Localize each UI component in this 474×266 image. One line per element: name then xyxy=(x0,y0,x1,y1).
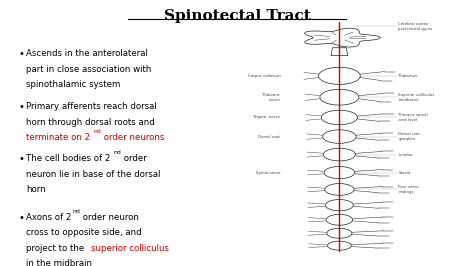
Text: terminate on 2: terminate on 2 xyxy=(26,133,90,142)
Text: Spinotectal Tract: Spinotectal Tract xyxy=(164,9,310,23)
Text: part in close association with: part in close association with xyxy=(26,65,152,74)
Text: order neuron: order neuron xyxy=(80,213,138,222)
Text: horn: horn xyxy=(26,185,46,194)
Text: Superior colliculus
(midbrain): Superior colliculus (midbrain) xyxy=(399,93,435,102)
Polygon shape xyxy=(325,184,354,195)
Text: neuron lie in base of the dorsal: neuron lie in base of the dorsal xyxy=(26,170,161,179)
Polygon shape xyxy=(321,110,357,125)
Polygon shape xyxy=(319,67,360,84)
Text: The cell bodies of 2: The cell bodies of 2 xyxy=(26,154,110,163)
Text: in the midbrain: in the midbrain xyxy=(26,259,92,266)
Text: spinothalamic system: spinothalamic system xyxy=(26,80,120,89)
Text: nd: nd xyxy=(114,150,121,155)
Text: Sacral: Sacral xyxy=(399,171,410,174)
Polygon shape xyxy=(326,214,353,225)
Text: Dorsal root: Dorsal root xyxy=(258,135,280,139)
Text: Axons of 2: Axons of 2 xyxy=(26,213,72,222)
Polygon shape xyxy=(326,200,353,211)
Text: nd: nd xyxy=(73,209,80,214)
Text: •: • xyxy=(19,154,25,164)
Text: horn through dorsal roots and: horn through dorsal roots and xyxy=(26,118,155,127)
Text: Cerebral cortex
postcentral gyrus: Cerebral cortex postcentral gyrus xyxy=(399,22,433,31)
Text: cross to opposite side, and: cross to opposite side, and xyxy=(26,228,142,237)
Text: nd: nd xyxy=(94,129,101,134)
Text: Free nerve
endings: Free nerve endings xyxy=(399,185,419,194)
Polygon shape xyxy=(305,28,380,47)
Polygon shape xyxy=(320,89,359,105)
Text: •: • xyxy=(19,102,25,113)
Text: Thalamus: Thalamus xyxy=(399,74,418,78)
Text: Thoracic spinal
cord level: Thoracic spinal cord level xyxy=(399,113,428,122)
Text: Trigem. nerve: Trigem. nerve xyxy=(254,115,280,119)
Text: Primary afferents reach dorsal: Primary afferents reach dorsal xyxy=(26,102,157,111)
Text: order: order xyxy=(121,154,146,163)
Polygon shape xyxy=(327,228,352,238)
Text: Thalamic
nuclei: Thalamic nuclei xyxy=(263,93,280,102)
Polygon shape xyxy=(331,48,348,56)
Text: •: • xyxy=(19,213,25,223)
Text: •: • xyxy=(19,49,25,59)
Polygon shape xyxy=(324,167,355,179)
Polygon shape xyxy=(328,241,351,250)
Text: Spinal nerve: Spinal nerve xyxy=(256,171,280,174)
Text: Ascends in the anterolateral: Ascends in the anterolateral xyxy=(26,49,148,58)
Polygon shape xyxy=(323,130,356,143)
Text: Dorsal root
ganglion: Dorsal root ganglion xyxy=(399,132,420,141)
Text: order neurons: order neurons xyxy=(101,133,164,142)
Text: project to the: project to the xyxy=(26,244,87,253)
Polygon shape xyxy=(323,148,356,161)
Text: superior colliculus: superior colliculus xyxy=(91,244,169,253)
Text: Lumbar: Lumbar xyxy=(399,153,413,157)
Text: Corpus callosum: Corpus callosum xyxy=(247,74,280,78)
